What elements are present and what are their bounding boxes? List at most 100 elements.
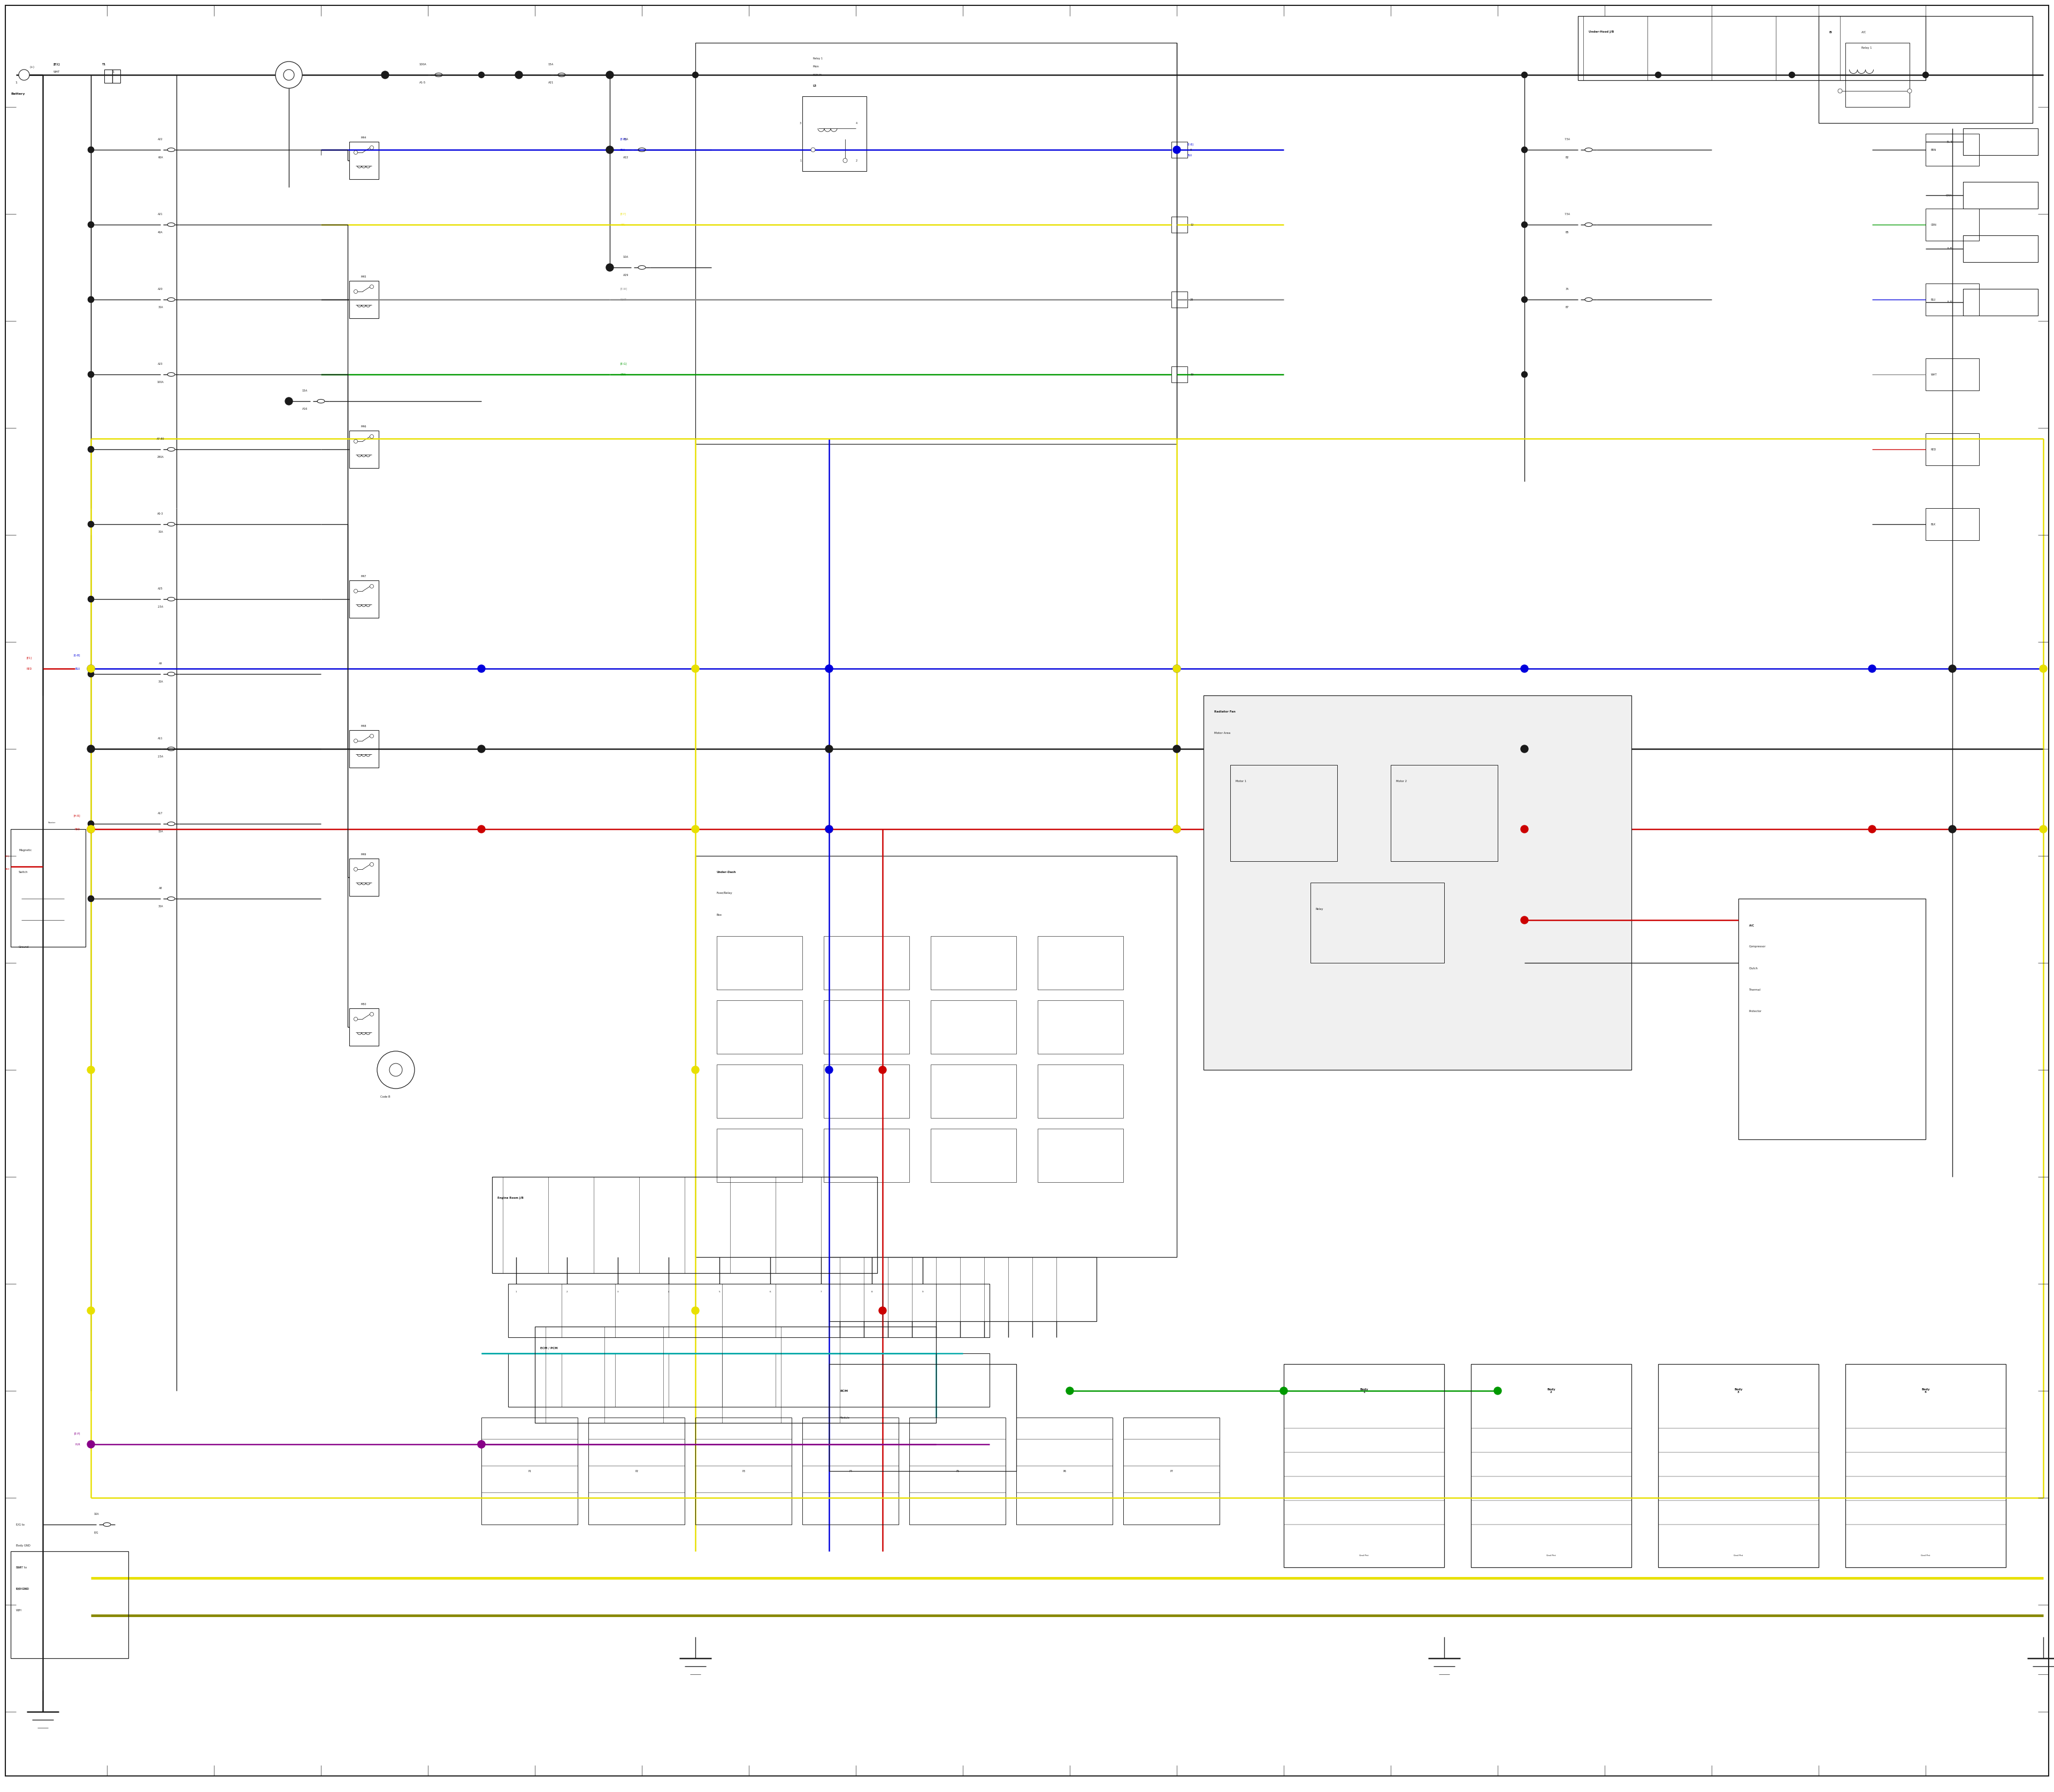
Text: A23: A23 bbox=[158, 362, 162, 366]
Text: YEL: YEL bbox=[620, 224, 624, 226]
Circle shape bbox=[692, 72, 698, 77]
Text: Under-Dash: Under-Dash bbox=[717, 871, 735, 873]
Text: PGM-FI: PGM-FI bbox=[813, 73, 822, 77]
Text: Under-Hood J/B: Under-Hood J/B bbox=[1588, 30, 1614, 34]
Circle shape bbox=[1173, 665, 1181, 672]
Text: Relay 1: Relay 1 bbox=[1861, 47, 1871, 50]
Bar bbox=[1471, 1364, 1631, 1568]
Text: 28: 28 bbox=[1189, 297, 1193, 301]
Text: IL-B: IL-B bbox=[1947, 247, 1953, 251]
Text: Body
3: Body 3 bbox=[1734, 1389, 1742, 1394]
Circle shape bbox=[86, 1441, 94, 1448]
Text: A17: A17 bbox=[158, 812, 162, 814]
Text: 15A: 15A bbox=[548, 63, 555, 66]
Text: P1: P1 bbox=[528, 1469, 532, 1473]
Bar bbox=[1964, 289, 2038, 315]
Text: A7-80: A7-80 bbox=[156, 437, 164, 441]
Circle shape bbox=[86, 665, 94, 672]
Bar bbox=[824, 1129, 910, 1183]
Text: RED: RED bbox=[74, 828, 80, 830]
Bar bbox=[696, 43, 1177, 444]
Text: A21: A21 bbox=[158, 213, 162, 215]
Circle shape bbox=[479, 665, 485, 672]
Circle shape bbox=[1173, 145, 1181, 154]
Bar bbox=[349, 1009, 378, 1047]
Circle shape bbox=[1493, 1387, 1501, 1394]
Text: Body
4: Body 4 bbox=[1920, 1389, 1931, 1394]
Bar bbox=[930, 1129, 1017, 1183]
Text: A8: A8 bbox=[158, 887, 162, 889]
Circle shape bbox=[879, 1306, 887, 1314]
Circle shape bbox=[1173, 745, 1181, 753]
Text: PUR: PUR bbox=[76, 1443, 80, 1446]
Bar bbox=[1964, 129, 2038, 156]
Circle shape bbox=[378, 1052, 415, 1088]
Text: Radiator Fan: Radiator Fan bbox=[1214, 710, 1234, 713]
Circle shape bbox=[842, 158, 846, 163]
Text: 30A: 30A bbox=[158, 306, 162, 308]
Circle shape bbox=[88, 371, 94, 378]
Text: GRN: GRN bbox=[620, 373, 626, 376]
Text: I5: I5 bbox=[1830, 30, 1832, 34]
Text: A25: A25 bbox=[158, 588, 162, 590]
Text: 10A: 10A bbox=[94, 1512, 99, 1516]
Circle shape bbox=[370, 862, 374, 866]
Bar bbox=[10, 1552, 127, 1658]
Bar bbox=[1037, 1064, 1124, 1118]
Text: P3: P3 bbox=[741, 1469, 746, 1473]
Circle shape bbox=[1173, 826, 1181, 833]
Text: 7.5A: 7.5A bbox=[1565, 213, 1569, 215]
Text: [H-R]: [H-R] bbox=[74, 814, 80, 817]
Circle shape bbox=[826, 1066, 832, 1073]
Circle shape bbox=[692, 1306, 698, 1314]
Text: Battery: Battery bbox=[10, 91, 25, 95]
Text: RED: RED bbox=[27, 667, 33, 670]
Bar bbox=[507, 1283, 990, 1337]
Text: M49: M49 bbox=[362, 853, 366, 857]
Text: [E-Y]: [E-Y] bbox=[620, 213, 626, 215]
Text: 15A: 15A bbox=[302, 389, 308, 392]
Text: T1: T1 bbox=[101, 63, 105, 66]
Text: B2: B2 bbox=[1565, 156, 1569, 159]
Circle shape bbox=[1789, 72, 1795, 77]
Circle shape bbox=[606, 145, 614, 154]
Text: Starter: Starter bbox=[47, 823, 55, 824]
Circle shape bbox=[516, 72, 522, 79]
Bar bbox=[803, 1417, 900, 1525]
Bar bbox=[1171, 366, 1187, 382]
Bar bbox=[507, 1353, 990, 1407]
Circle shape bbox=[1520, 745, 1528, 753]
Bar bbox=[1927, 134, 1980, 167]
Text: P5: P5 bbox=[955, 1469, 959, 1473]
Circle shape bbox=[88, 521, 94, 527]
Bar bbox=[1124, 1417, 1220, 1525]
Circle shape bbox=[86, 745, 94, 753]
Circle shape bbox=[370, 735, 374, 738]
Text: M46: M46 bbox=[362, 425, 366, 428]
Text: P7: P7 bbox=[1171, 1469, 1173, 1473]
Text: IL-R: IL-R bbox=[1947, 301, 1953, 303]
Circle shape bbox=[826, 665, 832, 672]
Circle shape bbox=[370, 435, 374, 439]
Circle shape bbox=[283, 70, 294, 81]
Text: A22: A22 bbox=[622, 156, 629, 159]
Text: 1: 1 bbox=[14, 82, 16, 84]
Text: BATT to: BATT to bbox=[16, 1566, 27, 1568]
Text: 60A: 60A bbox=[158, 156, 162, 159]
Text: M44: M44 bbox=[362, 136, 366, 140]
Circle shape bbox=[479, 72, 485, 77]
Bar bbox=[349, 858, 378, 896]
Circle shape bbox=[2040, 665, 2048, 672]
Text: M47: M47 bbox=[362, 575, 366, 577]
Text: 10A: 10A bbox=[16, 1566, 23, 1568]
Circle shape bbox=[353, 867, 357, 871]
Bar bbox=[696, 1417, 791, 1525]
Bar bbox=[1927, 434, 1980, 466]
Text: Gnd Pnt: Gnd Pnt bbox=[1360, 1554, 1368, 1557]
Bar bbox=[930, 935, 1017, 989]
Circle shape bbox=[88, 147, 94, 152]
Circle shape bbox=[390, 1063, 403, 1077]
Text: Protector: Protector bbox=[1750, 1009, 1762, 1012]
Text: Compressor: Compressor bbox=[1750, 946, 1766, 948]
Circle shape bbox=[606, 72, 612, 77]
